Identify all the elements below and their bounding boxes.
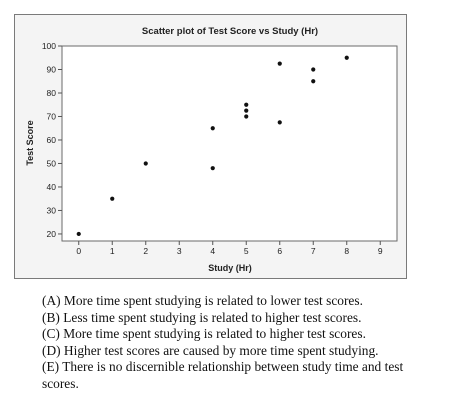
x-tick-label: 5 [244,246,249,256]
answer-option-a: (A) More time spent studying is related … [42,293,363,308]
y-tick-label: 80 [47,88,57,98]
data-point [244,114,249,119]
y-axis-ticks: 20 30 40 50 60 70 80 90 100 [42,41,62,239]
x-tick-label: 6 [277,246,282,256]
data-point [110,196,115,201]
y-tick-label: 60 [47,135,57,145]
x-tick-label: 1 [110,246,115,256]
y-tick-label: 50 [47,158,57,168]
x-tick-label: 7 [311,246,316,256]
x-tick-label: 0 [76,246,81,256]
data-point [210,126,215,131]
answer-option-d: (D) Higher test scores are caused by mor… [42,342,379,358]
x-axis-ticks: 0 1 2 3 4 5 6 7 8 9 [76,241,383,256]
x-tick-label: 8 [344,246,349,256]
answer-option-c: (C) More time spent studying is related … [42,326,366,342]
data-point [311,67,316,72]
answer-options: (A) More time spent studying is related … [42,293,442,393]
data-point [210,166,215,171]
plot-area [61,45,398,242]
x-tick-label: 9 [378,246,383,256]
x-tick-label: 3 [177,246,182,256]
data-point [76,231,81,237]
data-point [244,108,249,113]
y-tick-label: 90 [47,64,57,74]
y-tick-label: 70 [47,111,57,121]
y-tick-label: 40 [47,182,57,192]
x-tick-label: 4 [210,246,215,256]
data-point [344,55,349,60]
scatter-chart: Scatter plot of Test Score vs Study (Hr)… [25,26,398,273]
x-axis-label: Study (Hr) [208,263,252,273]
data-point [311,79,316,84]
y-tick-label: 100 [42,41,56,51]
answer-option-b: (B) Less time spent studying is related … [42,309,362,325]
y-tick-label: 20 [47,229,57,239]
data-point [244,102,249,107]
data-points [76,55,349,237]
data-point [277,61,282,66]
answer-option-e: (E) There is no discernible relationship… [42,359,407,391]
y-axis-label: Test Score [25,120,35,165]
data-point [277,120,282,125]
data-point [143,161,148,166]
chart-panel: Scatter plot of Test Score vs Study (Hr)… [14,14,407,279]
y-tick-label: 30 [47,205,57,215]
chart-title: Scatter plot of Test Score vs Study (Hr) [142,26,318,37]
x-tick-label: 2 [143,246,148,256]
